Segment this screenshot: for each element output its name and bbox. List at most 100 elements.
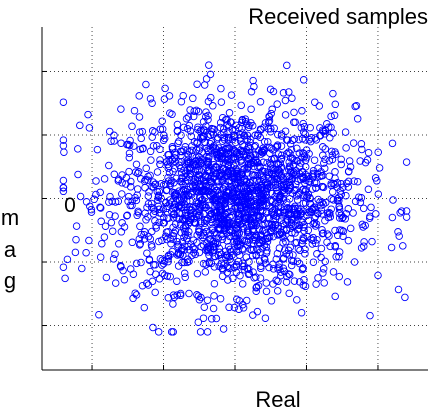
data-point (241, 182, 250, 191)
data-point (293, 210, 301, 218)
data-point (318, 229, 327, 238)
data-point (267, 227, 275, 236)
data-point (200, 126, 209, 134)
data-point (281, 111, 290, 119)
data-point (277, 268, 285, 276)
data-point (339, 227, 348, 236)
data-point (232, 262, 241, 271)
axes (41, 27, 428, 371)
data-point (180, 269, 189, 278)
data-point (105, 127, 114, 136)
data-point (341, 128, 350, 136)
data-point (318, 182, 326, 191)
data-point (251, 151, 260, 159)
data-point (319, 269, 327, 277)
data-point (289, 170, 297, 178)
data-point (126, 265, 135, 273)
data-point (374, 271, 382, 280)
data-point (117, 105, 125, 113)
data-point (136, 222, 144, 231)
data-point (137, 134, 145, 143)
data-point (96, 203, 104, 212)
data-point (204, 132, 212, 140)
data-point (146, 147, 155, 156)
data-point (223, 251, 231, 259)
data-point (307, 134, 316, 142)
data-point (163, 186, 171, 194)
data-point (346, 224, 355, 233)
data-point (185, 203, 194, 211)
data-point (225, 264, 234, 273)
data-point (201, 268, 210, 276)
data-point (220, 180, 229, 189)
data-point (265, 233, 274, 241)
data-point (242, 296, 251, 305)
data-point (196, 182, 204, 191)
data-point (59, 187, 68, 196)
data-point (263, 237, 272, 246)
data-point (250, 219, 259, 227)
data-point (285, 88, 293, 96)
data-point (60, 148, 68, 156)
data-point (319, 265, 328, 273)
data-point (317, 201, 325, 210)
data-point (240, 265, 249, 274)
data-point (265, 117, 274, 125)
data-point (241, 115, 250, 123)
data-point (183, 159, 191, 167)
data-point (258, 202, 266, 210)
data-point (256, 274, 265, 282)
data-point (314, 274, 322, 282)
data-point (218, 113, 227, 122)
data-point (259, 148, 267, 157)
data-point (200, 81, 209, 89)
data-point (201, 201, 209, 209)
data-point (194, 318, 203, 326)
data-point (161, 180, 170, 188)
data-point (173, 277, 181, 285)
data-point (321, 145, 330, 153)
data-point (176, 164, 185, 173)
data-point (145, 188, 153, 196)
data-point (331, 292, 339, 301)
data-point (100, 175, 109, 183)
data-point (304, 216, 313, 225)
data-point (131, 193, 139, 202)
data-point (233, 202, 241, 210)
data-point (135, 92, 143, 100)
data-point (388, 139, 397, 148)
data-point (269, 280, 277, 288)
data-point (152, 224, 160, 232)
data-point (101, 222, 110, 230)
data-point (194, 107, 203, 116)
data-point (184, 231, 192, 240)
data-point (85, 236, 93, 245)
data-point (158, 117, 166, 125)
data-point (344, 205, 353, 213)
data-point (261, 314, 270, 322)
data-point (252, 284, 260, 292)
data-point (143, 203, 151, 212)
data-point (125, 149, 134, 158)
data-point (173, 126, 182, 135)
data-point (156, 156, 164, 164)
data-point (235, 305, 243, 313)
data-point (320, 279, 328, 287)
data-point (307, 235, 315, 243)
data-point (169, 144, 177, 153)
data-point (233, 230, 242, 239)
data-point (273, 174, 282, 183)
data-point (140, 235, 149, 243)
data-point (235, 197, 243, 205)
data-point (250, 213, 258, 222)
data-point (217, 203, 225, 211)
data-point (279, 254, 288, 262)
data-point (195, 227, 203, 235)
data-point (95, 310, 103, 319)
data-point (216, 147, 225, 156)
data-point (107, 137, 115, 145)
data-point (211, 252, 219, 261)
data-point (132, 160, 141, 169)
data-point (309, 258, 318, 266)
data-point (204, 97, 213, 106)
